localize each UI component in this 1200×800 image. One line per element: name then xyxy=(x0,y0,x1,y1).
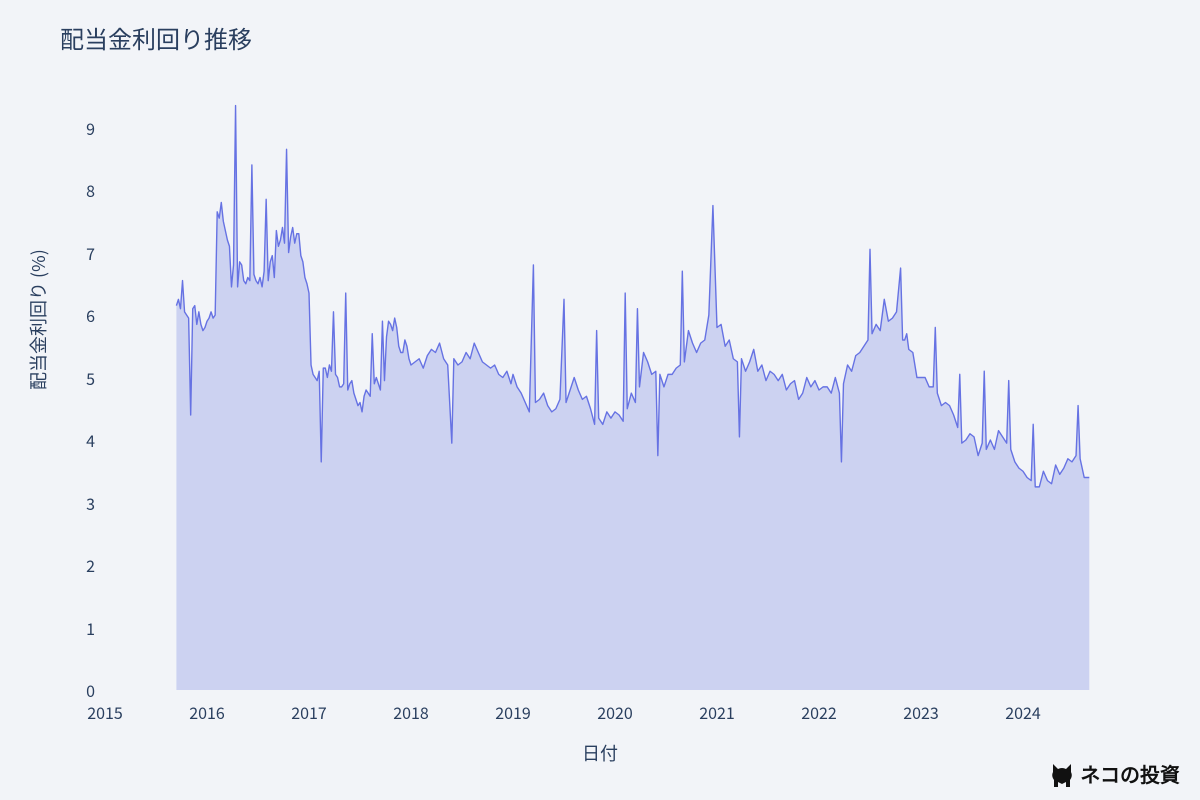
x-tick: 2021 xyxy=(699,700,735,724)
x-tick: 2020 xyxy=(597,700,633,724)
y-tick: 1 xyxy=(35,616,95,640)
x-tick: 2023 xyxy=(903,700,939,724)
x-tick: 2018 xyxy=(393,700,429,724)
x-tick: 2017 xyxy=(291,700,327,724)
y-tick: 8 xyxy=(35,178,95,202)
chart-title: 配当金利回り推移 xyxy=(60,20,252,55)
x-tick: 2015 xyxy=(87,700,123,724)
watermark-text: ネコの投資 xyxy=(1080,759,1180,788)
y-tick: 6 xyxy=(35,303,95,327)
y-tick: 5 xyxy=(35,366,95,390)
x-tick: 2016 xyxy=(189,700,225,724)
y-tick: 0 xyxy=(35,678,95,702)
y-tick: 3 xyxy=(35,491,95,515)
x-tick: 2024 xyxy=(1005,700,1041,724)
area-chart-svg xyxy=(105,90,1125,690)
x-tick: 2022 xyxy=(801,700,837,724)
plot-area xyxy=(105,90,1125,690)
y-tick: 4 xyxy=(35,428,95,452)
cat-icon xyxy=(1050,762,1074,788)
chart-root: 配当金利回り推移 配当金利回り (%) 日付 0123456789 201520… xyxy=(0,0,1200,800)
y-tick: 2 xyxy=(35,553,95,577)
x-tick: 2019 xyxy=(495,700,531,724)
watermark: ネコの投資 xyxy=(1050,759,1180,788)
y-tick: 7 xyxy=(35,241,95,265)
y-tick: 9 xyxy=(35,116,95,140)
x-axis-label: 日付 xyxy=(0,740,1200,766)
